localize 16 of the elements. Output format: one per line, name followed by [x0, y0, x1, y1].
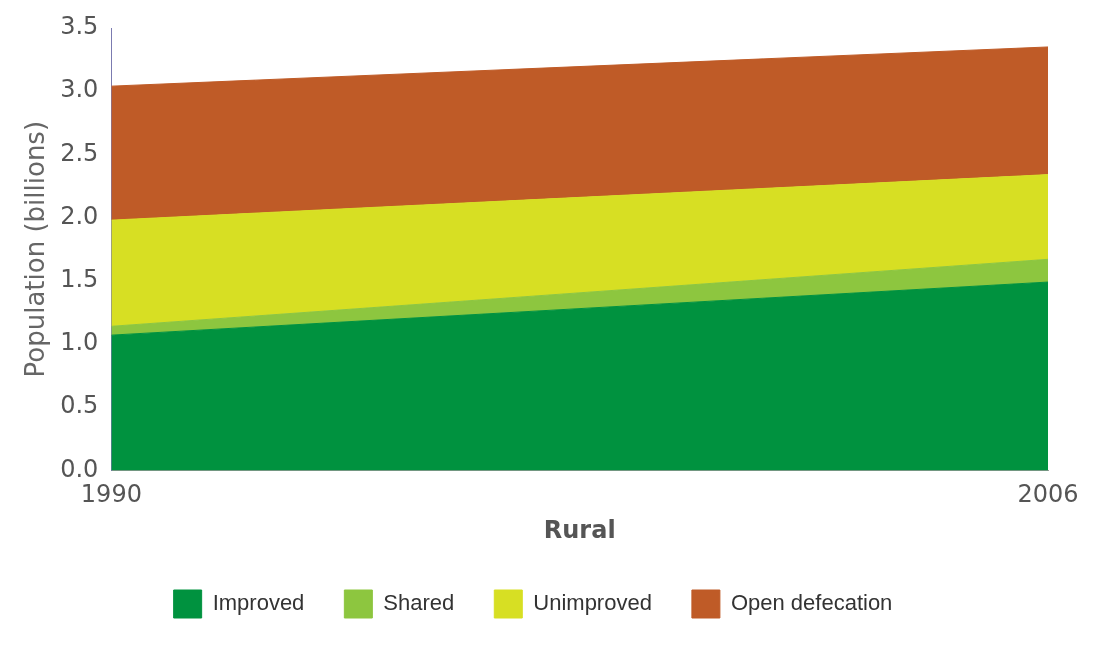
x-tick-label: 2006: [1017, 480, 1079, 509]
x-tick-label: 1990: [80, 480, 142, 509]
legend-label: Improved: [212, 590, 305, 616]
y-axis-title: Population (billions): [20, 120, 51, 378]
x-axis-title: Rural: [543, 515, 616, 544]
y-tick-label: 0.5: [60, 391, 99, 420]
y-tick-label: 1.0: [60, 328, 99, 357]
y-tick-label: 3.5: [60, 12, 99, 41]
y-tick-label: 2.5: [60, 138, 99, 167]
legend-label: Shared: [383, 590, 455, 616]
legend-label: Open defecation: [730, 590, 893, 616]
y-tick-label: 1.5: [60, 265, 99, 294]
y-tick-label: 2.0: [60, 201, 99, 230]
y-tick-label: 0.0: [60, 454, 99, 483]
legend-label: Unimproved: [533, 590, 652, 616]
y-tick-label: 3.0: [60, 75, 99, 104]
